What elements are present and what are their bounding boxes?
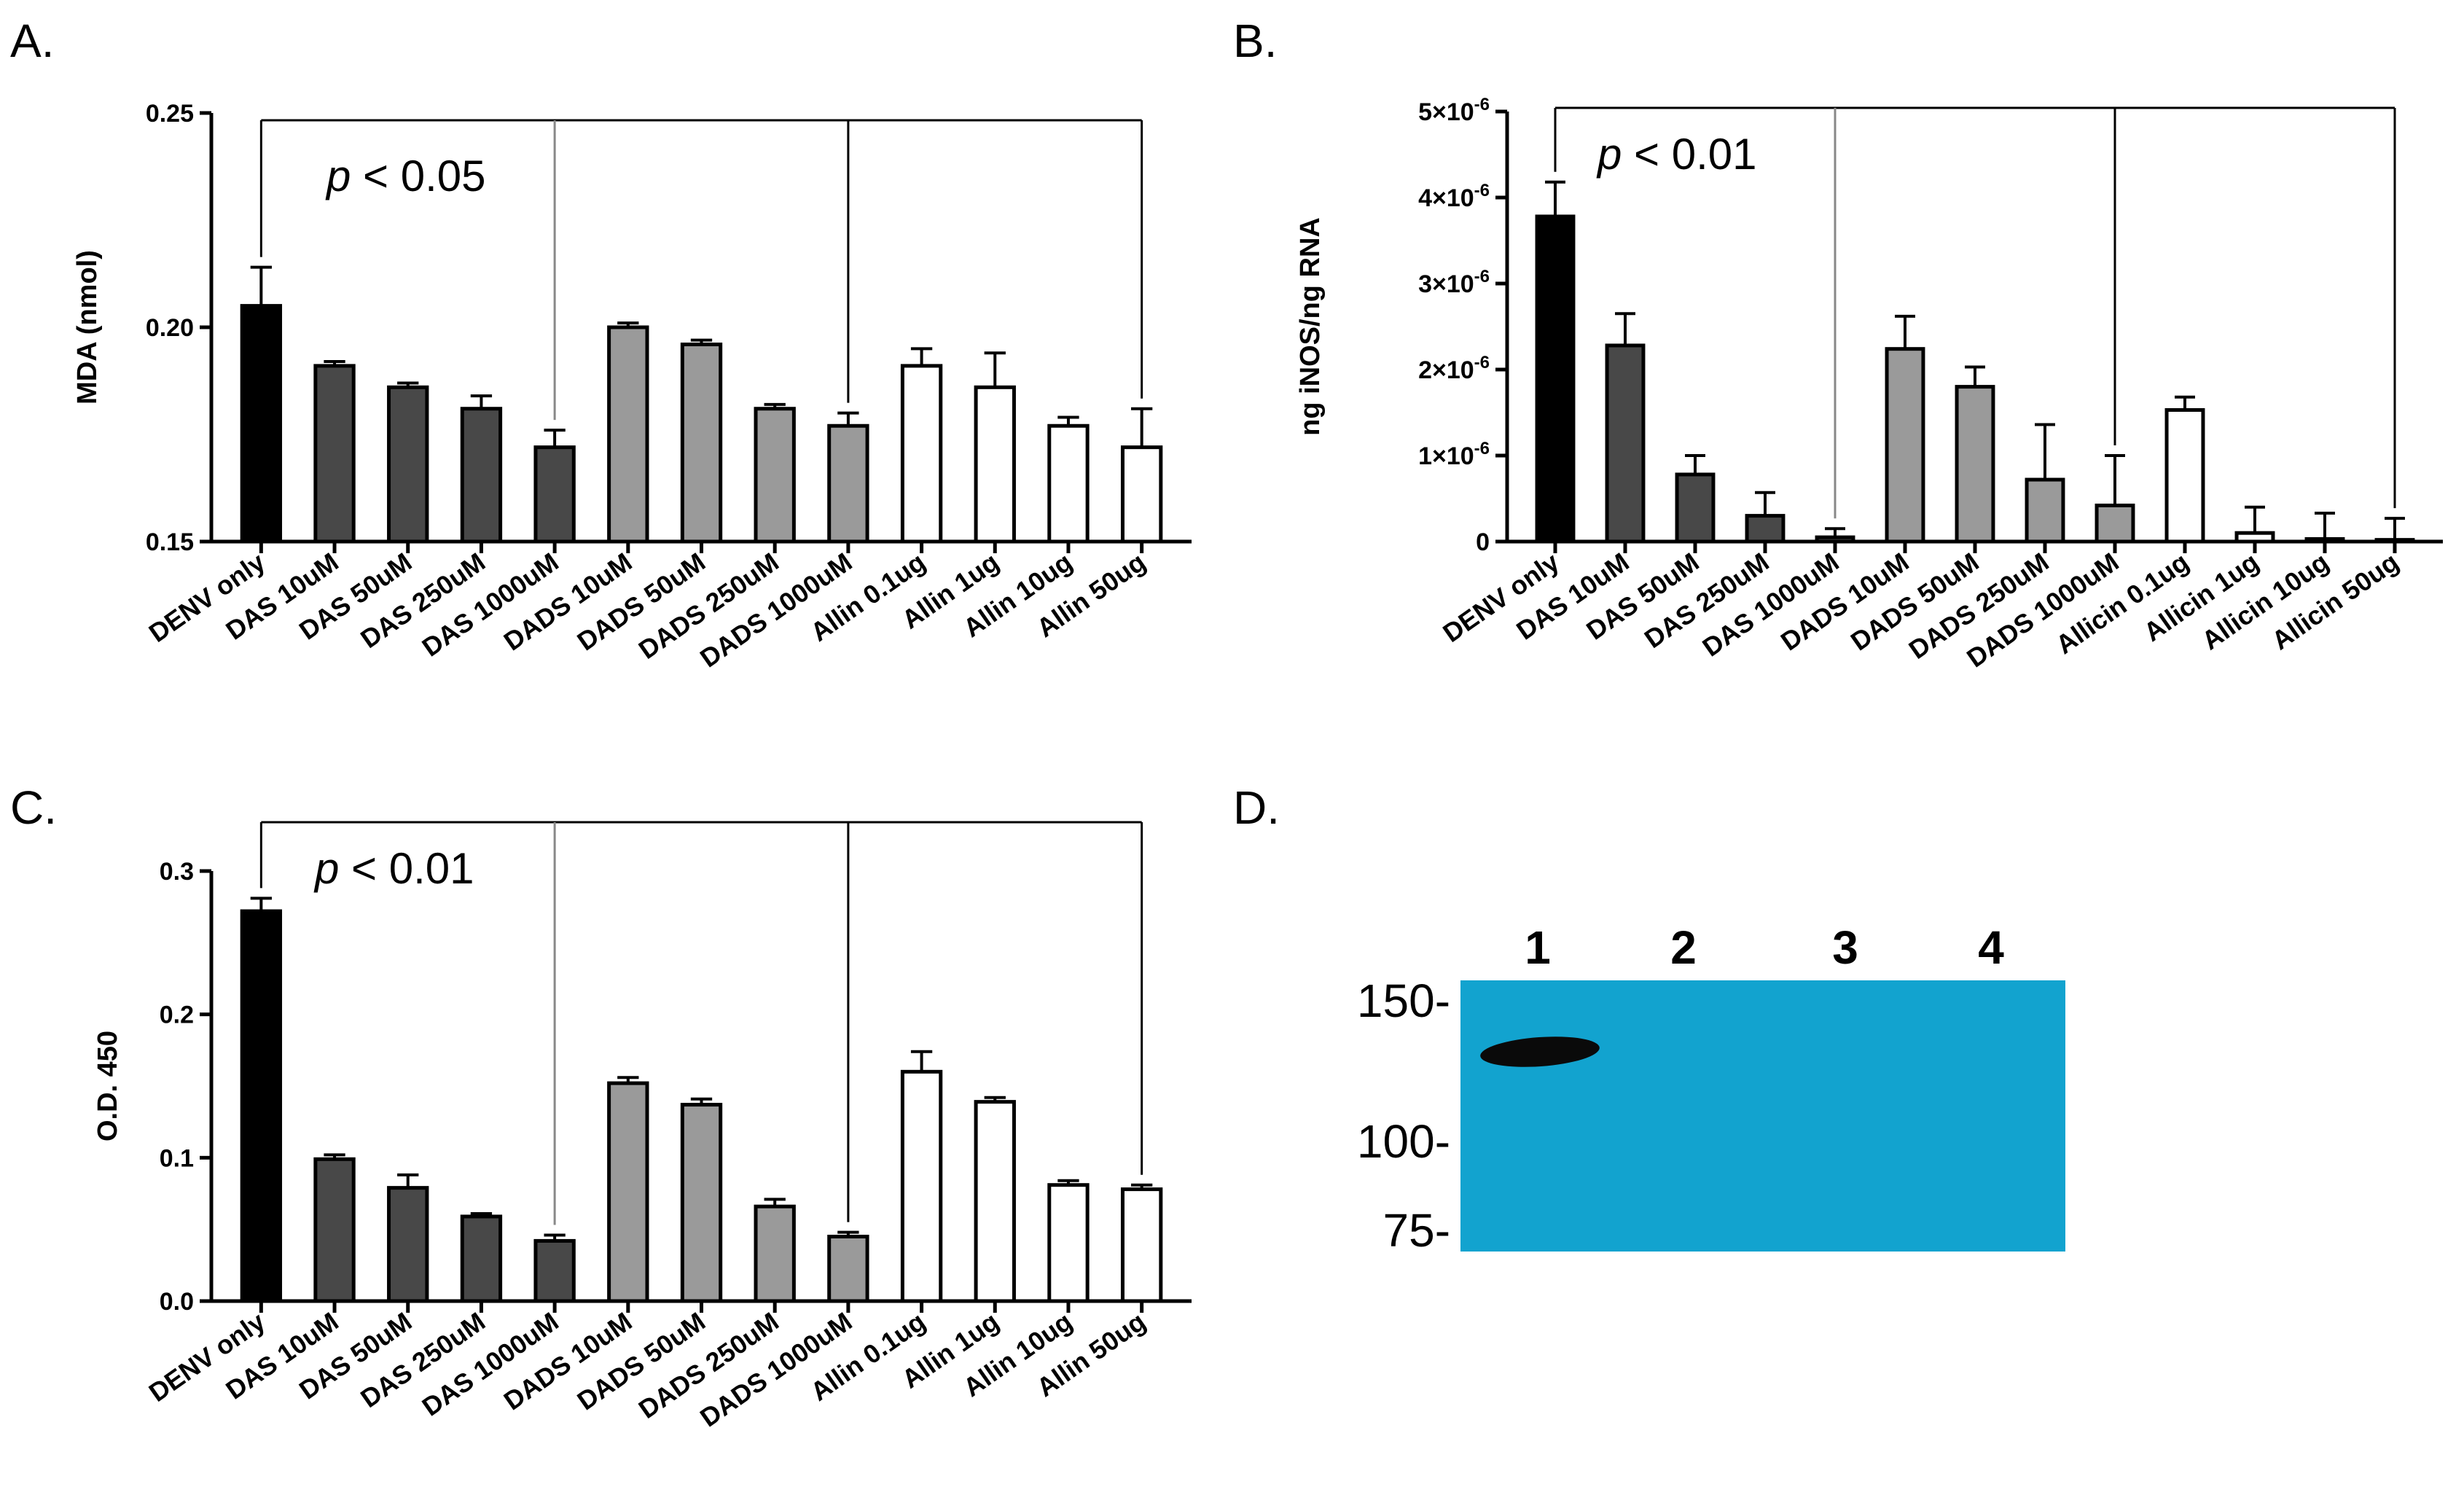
- bar-c: [460, 1214, 503, 1303]
- bar-b: [1885, 347, 1925, 544]
- y-tick-label-b: 5×10-6: [1418, 95, 1490, 126]
- marker-150: 150-: [1357, 975, 1450, 1027]
- bar-c: [680, 1103, 723, 1303]
- bar-a: [680, 343, 723, 544]
- marker-100: 100-: [1357, 1115, 1450, 1168]
- bar-a: [607, 325, 649, 544]
- y-axis-label-c: O.D. 450: [93, 1031, 123, 1141]
- bar-c: [974, 1100, 1016, 1303]
- bar-b: [2374, 538, 2415, 544]
- y-tick-label-a: 0.15: [146, 528, 194, 556]
- bar-b: [1605, 343, 1646, 544]
- y-tick-label-b: 3×10-6: [1418, 267, 1490, 298]
- bar-c: [387, 1186, 429, 1303]
- y-tick-label-b: 2×10-6: [1418, 353, 1490, 384]
- y-tick-label-c: 0.2: [160, 1002, 194, 1029]
- bar-a: [974, 385, 1016, 544]
- bar-c: [827, 1235, 869, 1303]
- bar-c: [1120, 1187, 1163, 1303]
- western-blot: 1 2 3 4 150- 100- 75-: [1357, 921, 2065, 1257]
- bar-a: [900, 364, 943, 544]
- lane-label-4: 4: [1978, 921, 2004, 974]
- bar-a: [754, 407, 796, 544]
- bar-b: [2234, 531, 2275, 544]
- bar-b: [2164, 407, 2205, 544]
- bar-c: [900, 1069, 943, 1303]
- bar-b: [2025, 477, 2065, 544]
- y-tick-label-b: 4×10-6: [1418, 181, 1490, 212]
- bar-b: [2095, 503, 2135, 544]
- bar-b: [1955, 385, 1995, 544]
- panel-label-b: B.: [1233, 15, 1277, 67]
- bar-b: [2304, 536, 2345, 544]
- blot-band-lane-1: [1480, 1036, 1600, 1067]
- lane-label-3: 3: [1832, 921, 1858, 974]
- bar-c: [533, 1238, 576, 1303]
- bar-a: [533, 445, 576, 544]
- p-value-annotation-a: p < 0.05: [325, 152, 486, 200]
- bar-c: [607, 1081, 649, 1303]
- y-axis-label-b: ng iNOS/ng RNA: [1295, 217, 1326, 436]
- lane-label-1: 1: [1525, 921, 1551, 974]
- bar-b: [1745, 514, 1786, 544]
- y-tick-label-c: 0.1: [160, 1144, 194, 1172]
- bar-a: [240, 304, 283, 544]
- y-tick-label-b: 1×10-6: [1418, 439, 1490, 470]
- bar-c: [754, 1204, 796, 1303]
- y-axis-label-a: MDA (nmol): [72, 250, 103, 405]
- lane-label-2: 2: [1670, 921, 1697, 974]
- bar-a: [827, 423, 869, 544]
- marker-75: 75-: [1383, 1204, 1451, 1257]
- bar-b: [1675, 472, 1716, 544]
- chart-b-inos: 0 1×10-6 2×10-6 3×10-6 4×10-6 5×10-6 ng iNOS/n…: [1295, 95, 2443, 673]
- bar-c: [240, 909, 283, 1303]
- bar-a: [1047, 423, 1090, 544]
- bar-b: [1815, 535, 1855, 544]
- bar-a: [313, 364, 356, 544]
- y-tick-label-c: 0.3: [160, 858, 194, 886]
- y-tick-label-a: 0.20: [146, 314, 194, 342]
- panel-label-d: D.: [1233, 781, 1280, 834]
- p-value-annotation-c: p < 0.01: [313, 844, 474, 893]
- y-tick-label-c: 0.0: [160, 1288, 194, 1316]
- p-value-annotation-b: p < 0.01: [1596, 130, 1757, 179]
- bar-a: [460, 407, 503, 544]
- bar-b: [1535, 214, 1576, 544]
- y-tick-label-a: 0.25: [146, 100, 194, 128]
- blot-membrane: [1460, 980, 2065, 1252]
- panel-label-a: A.: [10, 15, 54, 67]
- bar-a: [387, 385, 429, 544]
- y-tick-label-b: 0: [1476, 528, 1490, 556]
- bar-c: [1047, 1183, 1090, 1303]
- bar-c: [313, 1157, 356, 1303]
- panel-label-c: C.: [10, 781, 57, 834]
- bar-a: [1120, 445, 1163, 544]
